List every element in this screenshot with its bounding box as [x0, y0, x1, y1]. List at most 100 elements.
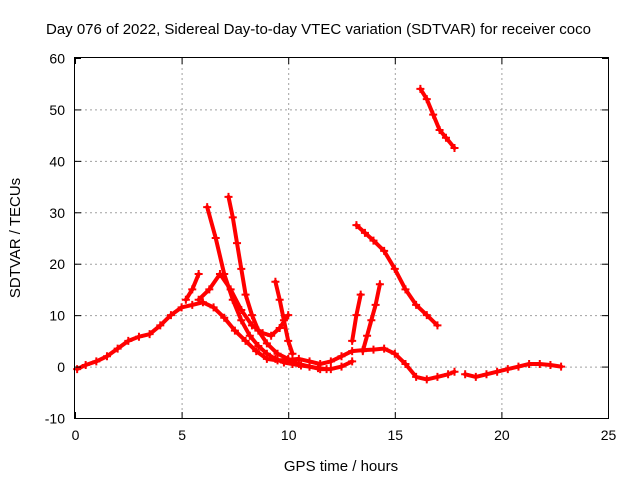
x-tick-label: 15 [388, 427, 404, 443]
data-point [262, 349, 271, 358]
data-point [194, 270, 203, 278]
y-tick-label: 0 [57, 359, 65, 375]
data-point [360, 228, 369, 237]
data-point [284, 354, 293, 363]
series-line-s5 [226, 194, 355, 372]
data-point [422, 375, 431, 384]
data-point [356, 290, 365, 299]
data-point [198, 298, 207, 307]
data-point [188, 300, 197, 309]
plot-frame [74, 57, 609, 419]
y-tick-label: -10 [45, 411, 65, 427]
data-series [73, 84, 566, 384]
y-tick-label: 10 [49, 308, 65, 324]
data-point [124, 336, 133, 345]
data-point [284, 336, 293, 345]
data-point [145, 330, 154, 339]
tick-labels: 0 5 10 15 20 25 -10 0 10 20 30 40 50 60 [45, 51, 617, 444]
data-point [305, 362, 314, 371]
x-tick-label: 10 [281, 427, 297, 443]
data-point [369, 345, 378, 354]
y-tick-label: 20 [49, 256, 65, 272]
data-point [363, 331, 372, 340]
data-point [471, 372, 480, 381]
data-point [416, 84, 425, 93]
data-point [241, 290, 250, 299]
data-point [461, 370, 470, 379]
data-point [380, 246, 389, 255]
data-point [358, 347, 367, 356]
data-point [194, 295, 203, 304]
data-point [279, 358, 288, 367]
data-point [348, 357, 357, 366]
chart-title: Day 076 of 2022, Sidereal Day-to-day VTE… [46, 21, 591, 38]
data-point [92, 357, 101, 366]
data-point [284, 311, 293, 320]
data-point [482, 370, 491, 379]
data-point [228, 213, 237, 222]
x-tick-label: 5 [178, 427, 186, 443]
x-tick-label: 20 [494, 427, 510, 443]
data-point [326, 357, 335, 366]
data-point [271, 277, 280, 286]
data-point [444, 370, 453, 379]
data-point [326, 365, 335, 374]
data-point [288, 349, 297, 358]
data-point [230, 326, 239, 335]
data-point [134, 332, 143, 341]
y-tick-label: 60 [49, 51, 65, 67]
data-point [401, 360, 410, 368]
series-line-s10 [418, 86, 457, 150]
data-point [262, 339, 271, 348]
y-tick-label: 50 [49, 102, 65, 118]
data-point [337, 352, 346, 361]
data-point [348, 336, 357, 345]
data-point [228, 295, 237, 304]
series-line-s11 [463, 362, 564, 379]
data-point [422, 95, 431, 104]
data-point [233, 239, 242, 248]
data-point [371, 300, 380, 309]
data-point [348, 347, 357, 356]
data-point [441, 133, 450, 142]
series-line-s9 [354, 223, 440, 328]
data-point [429, 110, 438, 119]
data-point [557, 362, 566, 371]
data-point [181, 295, 190, 304]
data-point [435, 126, 444, 134]
data-point [352, 311, 361, 320]
x-tick-label: 0 [72, 427, 80, 443]
data-point [401, 285, 410, 294]
data-point [267, 331, 276, 340]
data-point [271, 354, 280, 363]
data-point [166, 311, 175, 320]
data-point [252, 347, 261, 356]
data-point [237, 316, 246, 325]
data-point [81, 361, 90, 370]
data-point [203, 203, 212, 212]
x-axis-label: GPS time / hours [284, 458, 398, 475]
data-point [535, 360, 544, 368]
series-line-s3 [196, 272, 291, 338]
data-point [279, 316, 288, 325]
data-point [450, 367, 459, 376]
data-point [316, 365, 325, 374]
data-point [514, 362, 523, 371]
data-point [390, 349, 399, 358]
data-point [102, 352, 111, 361]
data-point [380, 344, 389, 353]
data-point [294, 360, 303, 368]
data-point [156, 321, 165, 330]
data-point [450, 144, 459, 152]
data-point [254, 326, 263, 335]
data-point [247, 311, 256, 320]
data-point [275, 324, 284, 332]
data-point [367, 316, 376, 325]
y-tick-label: 40 [49, 153, 65, 169]
data-point [273, 349, 282, 358]
data-point [337, 362, 346, 371]
y-axis-label: SDTVAR / TECUs [7, 178, 24, 298]
data-point [275, 295, 284, 304]
data-point [422, 311, 431, 320]
data-point [493, 367, 502, 376]
